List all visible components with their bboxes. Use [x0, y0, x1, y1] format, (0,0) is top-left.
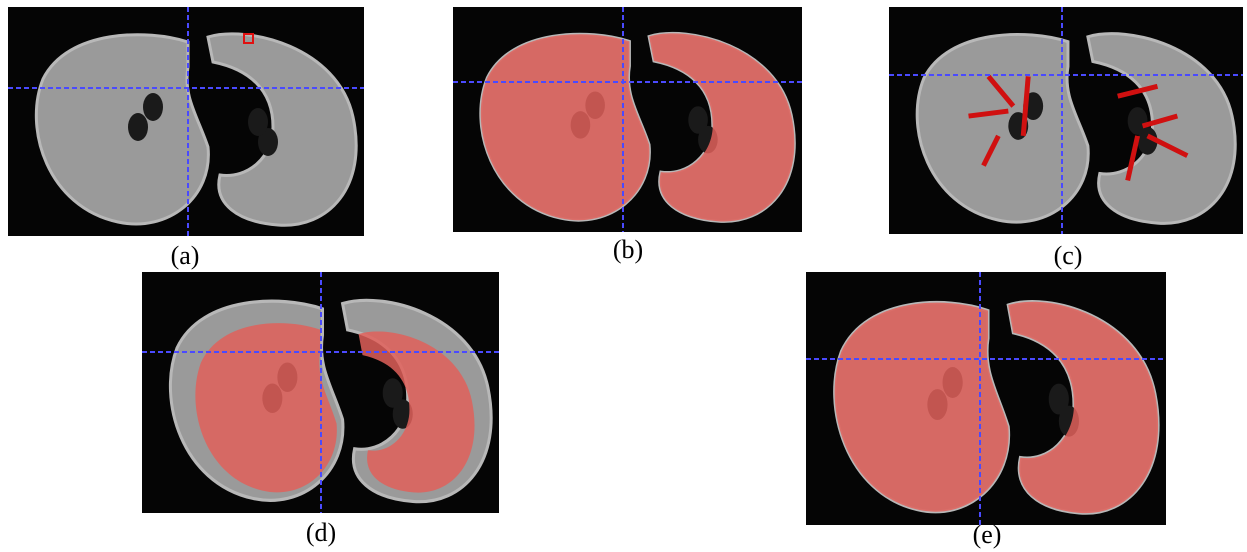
panel-caption: (a): [171, 241, 200, 270]
airway: [248, 108, 268, 136]
panel-caption: (b): [613, 235, 643, 264]
image-panel: [889, 7, 1243, 234]
figure: (a) (b) (c) (d) (e): [0, 0, 1247, 552]
image-panel: [806, 272, 1166, 525]
image-panel: [8, 7, 364, 236]
panel-caption: (e): [973, 520, 1002, 549]
image-panel: [142, 272, 499, 513]
image-panel: [453, 7, 802, 232]
airway: [128, 113, 148, 141]
airway: [1128, 107, 1148, 135]
airway: [143, 93, 163, 121]
panel-caption: (d): [306, 518, 336, 547]
airway: [383, 378, 403, 407]
panel-caption: (c): [1054, 241, 1083, 270]
airway: [1049, 384, 1069, 415]
airway: [688, 106, 708, 134]
